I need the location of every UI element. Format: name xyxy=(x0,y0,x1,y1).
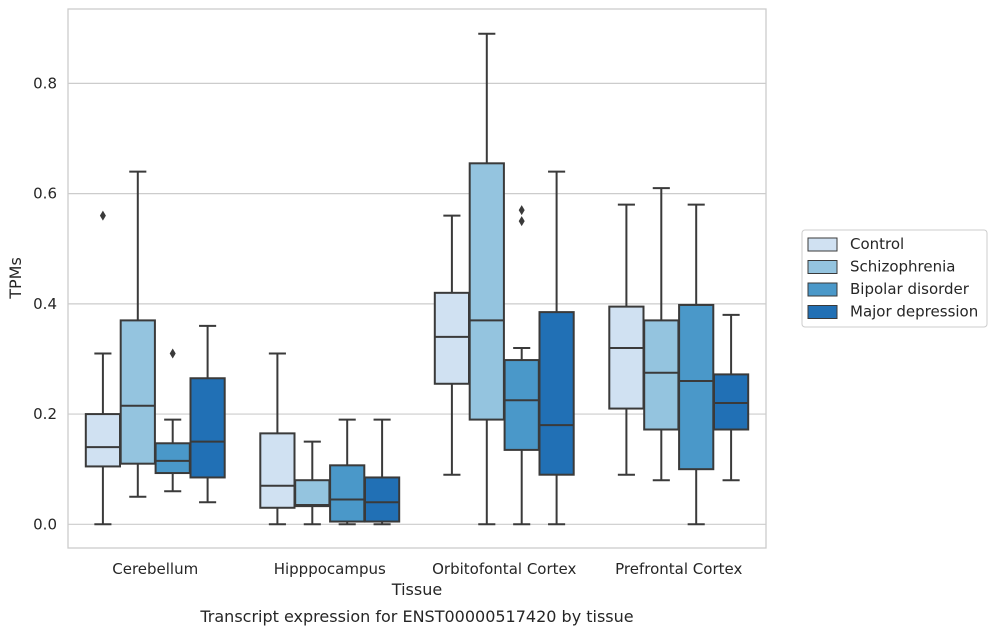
x-tick-labels: Cerebellum Hipppocampus Orbitofontal Corte… xyxy=(112,560,742,578)
box-group xyxy=(468,32,505,526)
box-iqr xyxy=(678,303,715,471)
box-group xyxy=(712,313,750,482)
y-tick-label: 0.2 xyxy=(33,405,57,423)
legend-label: Bipolar disorder xyxy=(850,280,970,298)
chart-caption: Transcript expression for ENST0000051742… xyxy=(199,607,633,626)
box-group xyxy=(259,352,296,526)
box-iqr xyxy=(154,442,191,475)
x-tick-label: Prefrontal Cortex xyxy=(615,560,742,578)
outlier-marker xyxy=(99,210,106,221)
y-tick-labels: 0.0 0.2 0.4 0.6 0.8 xyxy=(33,74,57,533)
legend: Control Schizophrenia Bipolar disorder Majo… xyxy=(801,229,988,328)
box-iqr xyxy=(363,476,401,523)
box-iqr xyxy=(538,311,575,476)
plot-frame xyxy=(67,8,767,549)
y-tick-label: 0.0 xyxy=(33,515,57,533)
box-group xyxy=(433,214,471,476)
box-iqr xyxy=(503,359,540,451)
box-iqr xyxy=(329,464,366,523)
outlier-marker xyxy=(169,348,176,359)
outlier-marker xyxy=(518,205,525,216)
x-tick-label: Orbitofontal Cortex xyxy=(432,560,576,578)
box-group xyxy=(678,203,715,526)
box-group xyxy=(154,348,191,493)
y-tick-label: 0.4 xyxy=(33,295,57,313)
legend-swatch xyxy=(807,305,838,319)
box-group xyxy=(503,205,540,526)
legend-frame xyxy=(801,229,988,328)
box-iqr xyxy=(84,413,122,468)
x-axis-title: Tissue xyxy=(391,580,442,599)
box-group xyxy=(363,418,401,526)
legend-swatch xyxy=(807,282,838,297)
x-tick-label: Hipppocampus xyxy=(274,560,386,578)
box-group xyxy=(538,170,575,526)
box-group xyxy=(329,418,366,526)
box-group xyxy=(643,187,680,482)
outlier-marker xyxy=(518,216,525,227)
box-iqr xyxy=(468,162,505,421)
series-schizophrenia xyxy=(119,32,680,526)
y-axis-title: TPMs xyxy=(6,257,25,300)
box-iqr xyxy=(608,305,645,410)
box-iqr xyxy=(643,319,680,431)
box-iqr xyxy=(433,291,471,385)
series-major-depression xyxy=(189,170,750,526)
box-group xyxy=(608,203,645,476)
legend-label: Schizophrenia xyxy=(850,258,955,276)
box-iqr xyxy=(259,432,296,509)
box-iqr xyxy=(294,479,331,508)
box-series xyxy=(84,32,750,526)
legend-swatch xyxy=(807,260,838,274)
box-iqr xyxy=(189,377,226,479)
box-group xyxy=(84,210,122,526)
box-iqr xyxy=(119,319,156,465)
box-group xyxy=(294,440,331,526)
y-tick-label: 0.6 xyxy=(33,185,57,203)
x-tick-label: Cerebellum xyxy=(112,560,198,578)
legend-label: Major depression xyxy=(850,303,978,321)
box-group xyxy=(119,170,156,498)
legend-swatch xyxy=(807,237,838,252)
box-group xyxy=(189,324,226,504)
y-tick-label: 0.8 xyxy=(33,74,57,92)
box-iqr xyxy=(712,373,750,431)
legend-label: Control xyxy=(850,235,904,253)
